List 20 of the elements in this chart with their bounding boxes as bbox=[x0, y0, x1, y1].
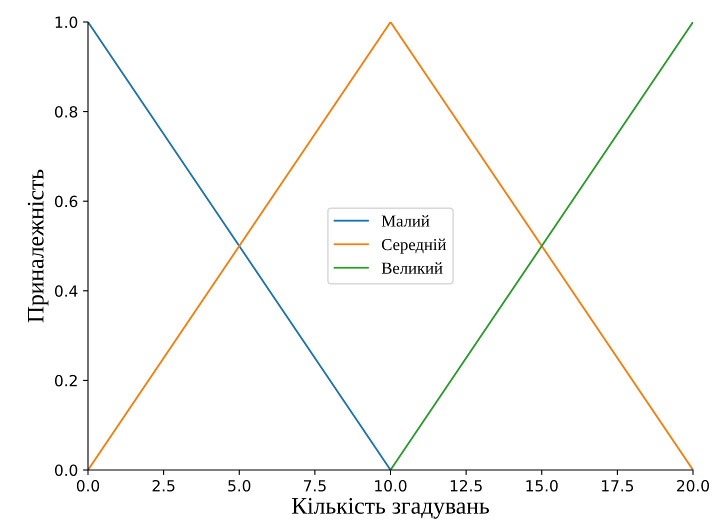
x-tick-label: 5.0 bbox=[228, 480, 250, 492]
y-tick-label: 0.4 bbox=[54, 285, 78, 297]
legend-label: Малий bbox=[382, 215, 430, 227]
y-axis-title: Приналежність bbox=[28, 170, 48, 322]
x-tick-label: 12.5 bbox=[450, 480, 482, 492]
x-tick-label: 17.5 bbox=[602, 480, 634, 492]
y-tick-label: 1.0 bbox=[56, 16, 78, 28]
legend-label: Великий bbox=[382, 262, 443, 274]
x-tick-label: 20.0 bbox=[677, 480, 709, 492]
y-tick-label: 0.6 bbox=[54, 196, 78, 208]
y-tick-label: 0.2 bbox=[54, 374, 77, 386]
x-axis-title: Кількість згадувань bbox=[292, 498, 489, 519]
y-tick-label: 0.8 bbox=[54, 106, 78, 118]
y-tick-label: 0.0 bbox=[54, 464, 78, 476]
legend-label: Середній bbox=[382, 238, 446, 254]
x-tick-label: 0.0 bbox=[76, 480, 100, 492]
x-tick-label: 10.0 bbox=[375, 480, 406, 492]
x-tick-label: 7.5 bbox=[304, 480, 326, 492]
x-tick-label: 15.0 bbox=[526, 480, 558, 492]
x-tick-label: 2.5 bbox=[152, 480, 174, 492]
